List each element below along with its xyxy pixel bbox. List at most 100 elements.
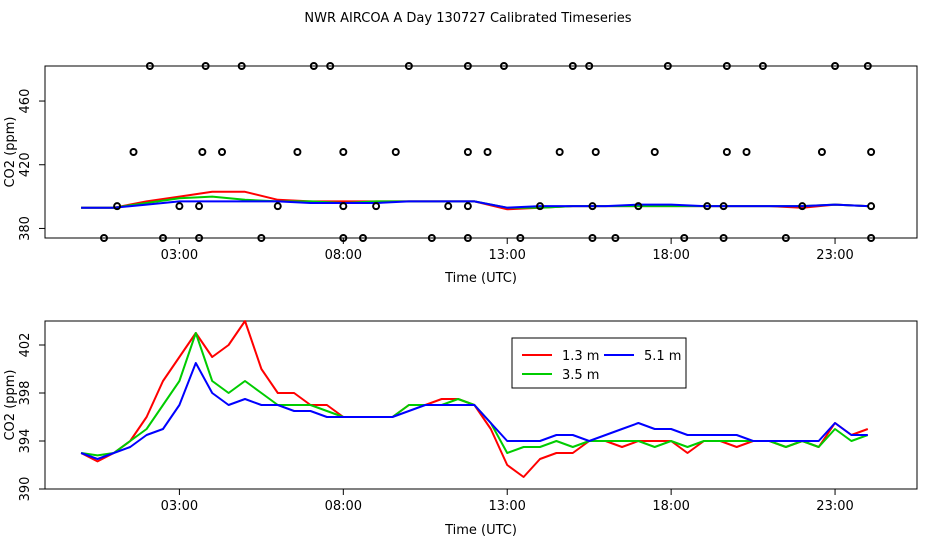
panel-bottom-axes: 03:00 08:00 13:00 18:00 23:00 390 394 398 402 (18, 333, 854, 514)
calibration-point (588, 202, 597, 211)
panel-bottom-xlabel: Time (UTC) (444, 523, 517, 538)
calibration-point (145, 62, 154, 70)
panel-top-series (81, 190, 868, 211)
calibration-point (663, 62, 672, 70)
x-tick-label: 23:00 (816, 248, 853, 263)
y-tick-label: 398 (18, 381, 33, 406)
calibration-point (463, 148, 472, 156)
panel-top-points (100, 62, 876, 242)
panel-top-ylabel: CO2 (ppm) (3, 116, 18, 187)
calibration-point (198, 148, 207, 156)
panel-bottom: 03:00 08:00 13:00 18:00 23:00 390 394 398 402 Ti… (3, 320, 918, 538)
calibration-point (339, 148, 348, 156)
calibration-point (863, 62, 872, 70)
calibration-point (293, 148, 302, 156)
x-tick-label: 23:00 (816, 499, 853, 514)
calibration-point (358, 234, 367, 242)
legend-entries: 1.3 m 3.5 m 5.1 m (522, 349, 681, 383)
calibration-point (113, 202, 122, 211)
legend-label: 3.5 m (562, 368, 599, 383)
calibration-point (195, 234, 204, 242)
panel-bottom-ylabel: CO2 (ppm) (3, 369, 18, 440)
calibration-point (585, 62, 594, 70)
panel-top-xlabel: Time (UTC) (444, 271, 517, 286)
calibration-point (555, 148, 564, 156)
y-tick-label: 460 (18, 89, 33, 114)
y-tick-label: 390 (18, 477, 33, 502)
panel-top-frame (44, 65, 918, 239)
series-line-2 (81, 200, 868, 209)
calibration-point (100, 234, 109, 242)
calibration-point (309, 62, 318, 70)
calibration-point (257, 234, 266, 242)
calibration-point (722, 148, 731, 156)
calibration-point (867, 202, 876, 211)
legend: 1.3 m 3.5 m 5.1 m (511, 337, 687, 389)
calibration-point (129, 148, 138, 156)
calibration-point (237, 62, 246, 70)
calibration-point (650, 148, 659, 156)
legend-label: 5.1 m (644, 349, 681, 364)
calibration-point (339, 202, 348, 211)
calibration-point (817, 148, 826, 156)
calibration-point (742, 148, 751, 156)
calibration-point (273, 202, 282, 211)
x-tick-label: 13:00 (488, 499, 525, 514)
calibration-point (719, 234, 728, 242)
calibration-point (159, 234, 168, 242)
x-tick-label: 08:00 (325, 499, 362, 514)
calibration-point (588, 234, 597, 242)
x-tick-label: 08:00 (325, 248, 362, 263)
calibration-point (867, 234, 876, 242)
calibration-point (719, 202, 728, 211)
legend-label: 1.3 m (562, 349, 599, 364)
calibration-point (427, 234, 436, 242)
calibration-point (634, 202, 643, 211)
calibration-point (391, 148, 400, 156)
x-tick-label: 18:00 (652, 248, 689, 263)
calibration-point (568, 62, 577, 70)
series-line-1 (80, 332, 869, 457)
y-tick-label: 394 (18, 429, 33, 454)
panel-bottom-frame (44, 320, 918, 490)
calibration-point (201, 62, 210, 70)
calibration-point (516, 234, 525, 242)
calibration-point (463, 62, 472, 70)
calibration-point (218, 148, 227, 156)
calibration-point (798, 202, 807, 211)
panel-top: 03:00 08:00 13:00 18:00 23:00 380 420 460 Time … (3, 62, 918, 286)
x-tick-label: 03:00 (161, 499, 198, 514)
calibration-point (680, 234, 689, 242)
calibration-point (195, 202, 204, 211)
calibration-point (722, 62, 731, 70)
calibration-point (483, 148, 492, 156)
calibration-point (339, 234, 348, 242)
calibration-point (404, 62, 413, 70)
calibration-point (444, 202, 453, 211)
y-tick-label: 380 (18, 216, 33, 241)
calibration-point (781, 234, 790, 242)
calibration-point (175, 202, 184, 211)
panel-bottom-series (80, 320, 869, 478)
y-tick-label: 402 (18, 333, 33, 358)
x-tick-label: 13:00 (488, 248, 525, 263)
series-line-2 (80, 362, 868, 460)
calibration-point (758, 62, 767, 70)
calibration-point (463, 234, 472, 242)
calibration-point (591, 148, 600, 156)
legend-box (511, 337, 687, 389)
x-tick-label: 03:00 (161, 248, 198, 263)
panel-top-axes: 03:00 08:00 13:00 18:00 23:00 380 420 460 (18, 89, 854, 263)
x-tick-label: 18:00 (652, 499, 689, 514)
calibration-point (326, 62, 335, 70)
y-tick-label: 420 (18, 152, 33, 177)
figure-title: NWR AIRCOA A Day 130727 Calibrated Times… (304, 11, 631, 26)
calibration-point (703, 202, 712, 211)
calibration-point (499, 62, 508, 70)
calibration-point (536, 202, 545, 211)
calibration-point (611, 234, 620, 242)
calibration-point (831, 62, 840, 70)
calibration-point (463, 202, 472, 211)
calibration-point (372, 202, 381, 211)
